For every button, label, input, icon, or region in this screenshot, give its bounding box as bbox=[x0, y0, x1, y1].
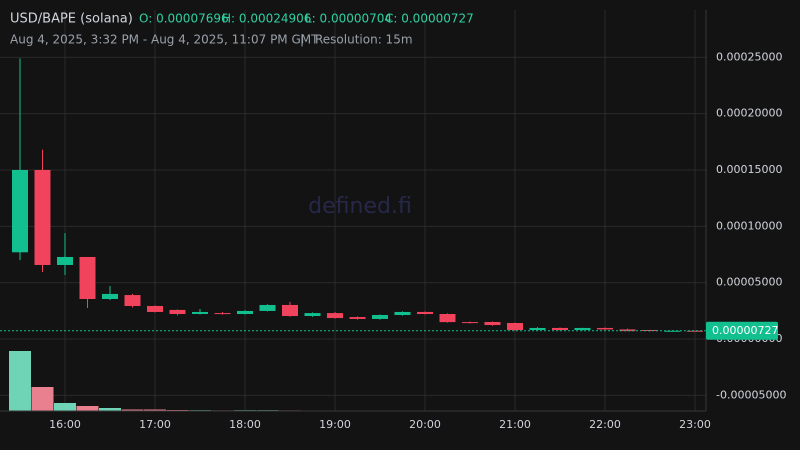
x-tick-label: 21:00 bbox=[499, 418, 531, 431]
candle-body bbox=[237, 310, 253, 314]
candle-body bbox=[192, 311, 208, 314]
candle-body bbox=[372, 315, 388, 319]
last-price-box bbox=[706, 321, 778, 340]
ohlc: H: 0.00024906 bbox=[222, 12, 311, 26]
last-price-label: 0.00000727 bbox=[712, 324, 778, 337]
ohlc: C: 0.00000727 bbox=[385, 12, 474, 26]
candle-body bbox=[439, 313, 456, 323]
candle-body bbox=[552, 327, 568, 330]
volume-bar bbox=[99, 408, 121, 411]
candle-body bbox=[102, 293, 118, 300]
candle-body bbox=[214, 313, 231, 315]
volume-bar bbox=[121, 409, 144, 411]
x-tick-label: 18:00 bbox=[229, 418, 261, 431]
x-tick-label: 23:00 bbox=[679, 418, 711, 431]
candle-body bbox=[529, 327, 546, 330]
x-tick-label: 22:00 bbox=[589, 418, 621, 431]
chart-title: USD/BAPE (solana) bbox=[10, 12, 133, 27]
candle-body bbox=[597, 327, 613, 330]
candle-body bbox=[147, 305, 163, 312]
candle-body bbox=[124, 295, 141, 306]
candle-body bbox=[169, 309, 186, 314]
x-tick-label: 17:00 bbox=[139, 418, 171, 431]
candle-body bbox=[394, 311, 411, 316]
candle-body bbox=[574, 327, 591, 330]
volume-bar bbox=[9, 351, 31, 411]
y-tick-label: 0.00020000 bbox=[716, 107, 782, 120]
candle-body bbox=[462, 322, 478, 324]
x-tick-label: 20:00 bbox=[409, 418, 441, 431]
candle-body bbox=[304, 313, 321, 317]
y-tick-label: -0.00005000 bbox=[716, 388, 786, 401]
candle-body bbox=[349, 317, 366, 319]
subtitle: Aug 4, 2025, 3:32 PM - Aug 4, 2025, 11:0… bbox=[10, 33, 319, 47]
candle-body bbox=[282, 304, 298, 317]
volume-bar bbox=[31, 387, 54, 411]
resolution: Resolution: 15m bbox=[315, 33, 413, 47]
candle-body bbox=[484, 321, 501, 326]
candle-body bbox=[507, 323, 523, 330]
x-tick-label: 16:00 bbox=[49, 418, 81, 431]
candle-body bbox=[34, 169, 51, 265]
separator: | bbox=[300, 33, 304, 47]
candle-body bbox=[327, 313, 343, 319]
candle-body bbox=[417, 311, 433, 314]
y-tick-label: 0.00005000 bbox=[716, 276, 782, 289]
ohlc: O: 0.00007696 bbox=[139, 12, 229, 26]
candle-body bbox=[79, 256, 96, 300]
candle-body bbox=[12, 169, 28, 253]
volume-bar bbox=[54, 403, 76, 411]
candle-body bbox=[619, 329, 636, 332]
watermark: defined.fi bbox=[308, 194, 412, 219]
volume-bar bbox=[76, 406, 99, 411]
y-tick-label: 0.00010000 bbox=[716, 219, 782, 232]
volume-bar bbox=[144, 409, 166, 411]
candle-body bbox=[259, 304, 276, 311]
x-tick-label: 19:00 bbox=[319, 418, 351, 431]
y-tick-label: 0.00015000 bbox=[716, 163, 782, 176]
candle-body bbox=[57, 256, 73, 265]
ohlc: L: 0.00000704 bbox=[305, 12, 392, 26]
candle-body bbox=[687, 330, 703, 332]
y-tick-label: 0.00025000 bbox=[716, 50, 782, 63]
